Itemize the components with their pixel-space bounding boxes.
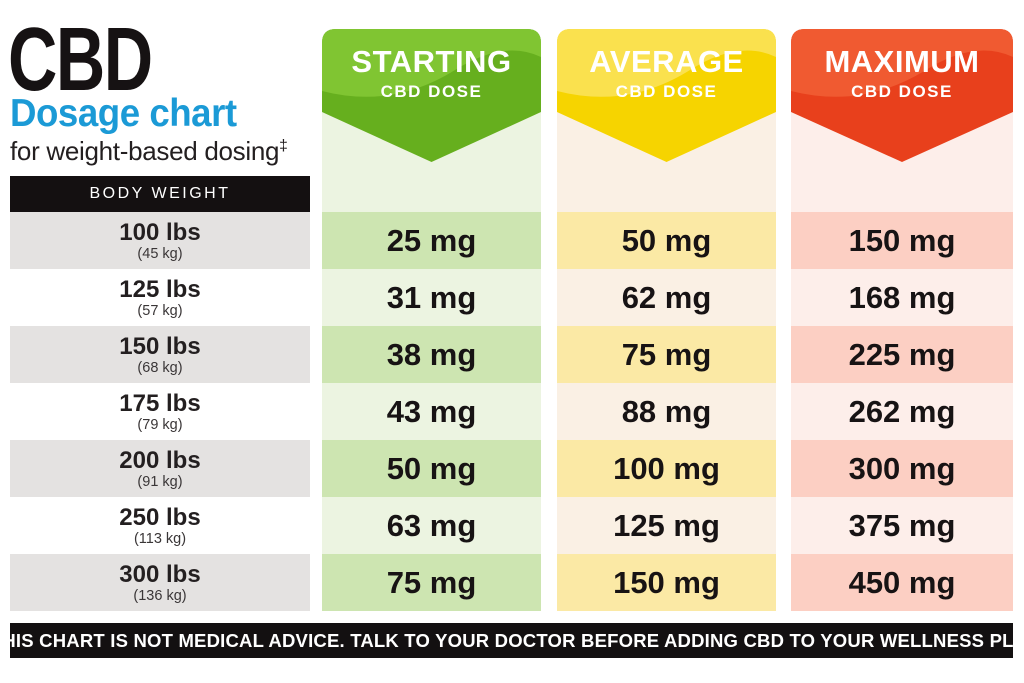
weight-lbs: 125 lbs bbox=[119, 275, 201, 303]
footnote-mark: ‡ bbox=[279, 137, 288, 155]
dose-cell: 375 mg bbox=[848, 507, 956, 543]
weight-lbs: 300 lbs bbox=[119, 560, 201, 588]
weight-row: 250 lbs (113 kg) bbox=[10, 497, 310, 554]
starting-dose-header: STARTING CBD DOSE bbox=[322, 29, 541, 162]
dose-cell: 150 mg bbox=[791, 212, 1013, 269]
dose-cell: 300 mg bbox=[791, 440, 1013, 497]
dose-cell: 225 mg bbox=[791, 326, 1013, 383]
dose-cell: 262 mg bbox=[848, 393, 956, 429]
average-dose-rows: 50 mg 62 mg 75 mg 88 mg 100 mg 125 mg 15… bbox=[557, 212, 776, 611]
average-dose-header: AVERAGE CBD DOSE bbox=[557, 29, 776, 162]
dose-cell: 62 mg bbox=[621, 279, 712, 315]
weight-row: 200 lbs (91 kg) bbox=[10, 440, 310, 497]
weight-lbs: 150 lbs bbox=[119, 332, 201, 360]
weight-row: 100 lbs (45 kg) bbox=[10, 212, 310, 269]
body-weight-column: BODY WEIGHT 100 lbs (45 kg) 125 lbs (57 kg… bbox=[10, 176, 310, 611]
weight-lbs: 250 lbs bbox=[119, 503, 201, 531]
column-title: MAXIMUM bbox=[824, 44, 980, 79]
dose-cell: 150 mg bbox=[557, 554, 776, 611]
dose-cell: 168 mg bbox=[848, 279, 956, 315]
weight-kg: (57 kg) bbox=[137, 303, 183, 320]
dose-cell: 43 mg bbox=[386, 393, 477, 429]
column-subtitle: CBD DOSE bbox=[615, 82, 718, 101]
dose-cell: 50 mg bbox=[322, 440, 541, 497]
weight-row: 175 lbs (79 kg) bbox=[10, 383, 310, 440]
page-tagline: for weight-based dosing‡ bbox=[10, 136, 288, 167]
dose-cell: 450 mg bbox=[791, 554, 1013, 611]
starting-dose-rows: 25 mg 31 mg 38 mg 43 mg 50 mg 63 mg 75 m… bbox=[322, 212, 541, 611]
weight-kg: (79 kg) bbox=[137, 417, 183, 434]
column-subtitle: CBD DOSE bbox=[380, 82, 483, 101]
column-title: AVERAGE bbox=[589, 44, 744, 79]
disclaimer-text: THIS CHART IS NOT MEDICAL ADVICE. TALK T… bbox=[0, 629, 1024, 651]
weight-kg: (136 kg) bbox=[133, 588, 187, 605]
page-subtitle: Dosage chart bbox=[10, 92, 237, 135]
dose-cell: 25 mg bbox=[322, 212, 541, 269]
dose-cell: 75 mg bbox=[557, 326, 776, 383]
weight-row: 300 lbs (136 kg) bbox=[10, 554, 310, 611]
weight-kg: (68 kg) bbox=[137, 360, 183, 377]
weight-row: 150 lbs (68 kg) bbox=[10, 326, 310, 383]
page-title: CBD bbox=[8, 10, 153, 110]
pennant-text: MAXIMUM CBD DOSE bbox=[791, 46, 1013, 102]
weight-lbs: 175 lbs bbox=[119, 389, 201, 417]
weight-kg: (45 kg) bbox=[137, 246, 183, 263]
weight-kg: (91 kg) bbox=[137, 474, 183, 491]
column-title: STARTING bbox=[351, 44, 512, 79]
pennant-arrow-icon bbox=[322, 29, 541, 162]
dose-cell: 50 mg bbox=[557, 212, 776, 269]
maximum-dose-header: MAXIMUM CBD DOSE bbox=[791, 29, 1013, 162]
pennant-text: STARTING CBD DOSE bbox=[322, 46, 541, 102]
weight-lbs: 200 lbs bbox=[119, 446, 201, 474]
dose-cell: 125 mg bbox=[613, 507, 720, 543]
dose-cell: 38 mg bbox=[322, 326, 541, 383]
dose-cell: 75 mg bbox=[322, 554, 541, 611]
dose-cell: 63 mg bbox=[386, 507, 477, 543]
dose-cell: 31 mg bbox=[386, 279, 477, 315]
body-weight-header: BODY WEIGHT bbox=[10, 176, 310, 212]
maximum-dose-rows: 150 mg 168 mg 225 mg 262 mg 300 mg 375 m… bbox=[791, 212, 1013, 611]
dose-cell: 100 mg bbox=[557, 440, 776, 497]
disclaimer-bar: ‡ THIS CHART IS NOT MEDICAL ADVICE. TALK… bbox=[0, 623, 1024, 658]
tagline-text: for weight-based dosing bbox=[10, 136, 280, 166]
column-subtitle: CBD DOSE bbox=[851, 82, 953, 101]
pennant-text: AVERAGE CBD DOSE bbox=[557, 46, 776, 102]
pennant-arrow-icon bbox=[791, 29, 1013, 162]
weight-lbs: 100 lbs bbox=[119, 218, 201, 246]
pennant-arrow-icon bbox=[557, 29, 776, 162]
average-dose-column: AVERAGE CBD DOSE 50 mg 62 mg 75 mg 88 mg… bbox=[557, 29, 776, 611]
dose-cell: 88 mg bbox=[621, 393, 712, 429]
weight-row: 125 lbs (57 kg) bbox=[10, 269, 310, 326]
body-weight-rows: 100 lbs (45 kg) 125 lbs (57 kg) 150 lbs (68… bbox=[10, 212, 310, 611]
starting-dose-column: STARTING CBD DOSE 25 mg 31 mg 38 mg 43 m… bbox=[322, 29, 541, 611]
maximum-dose-column: MAXIMUM CBD DOSE 150 mg 168 mg 225 mg 26… bbox=[791, 29, 1013, 611]
weight-kg: (113 kg) bbox=[133, 531, 187, 548]
